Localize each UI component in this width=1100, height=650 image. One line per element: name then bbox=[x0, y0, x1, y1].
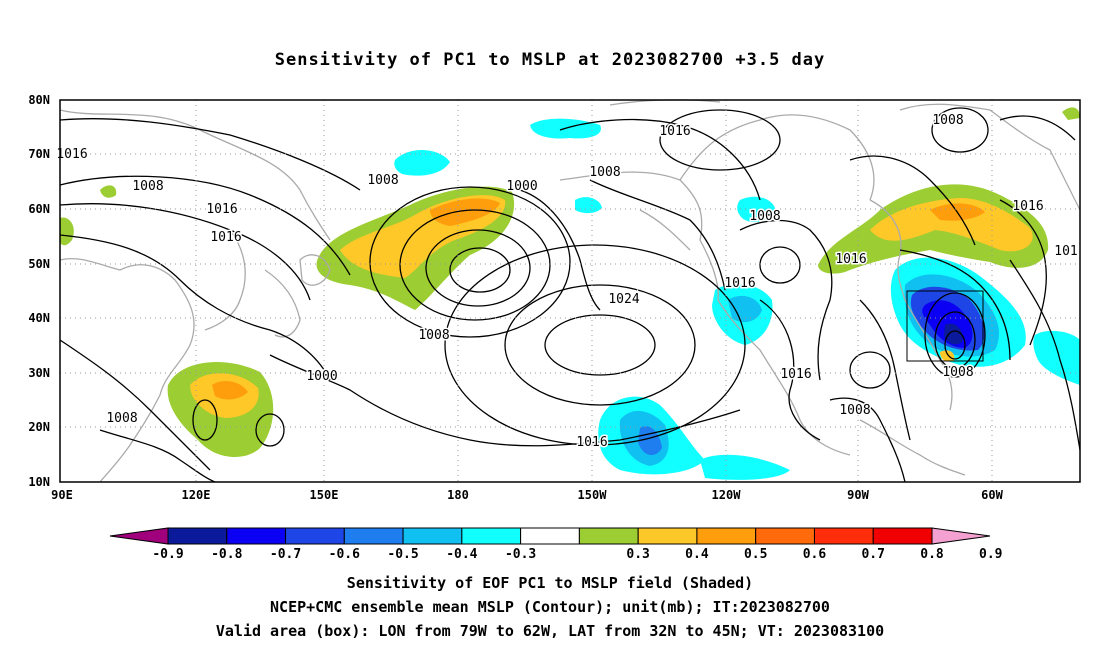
negative-region bbox=[700, 454, 790, 480]
lon-label: 150E bbox=[309, 488, 339, 502]
colorbar-tick-label: 0.8 bbox=[920, 547, 944, 562]
negative-region bbox=[638, 426, 662, 456]
colorbar-box bbox=[520, 527, 580, 545]
lat-label: 70N bbox=[28, 147, 50, 161]
lat-label: 50N bbox=[28, 257, 50, 271]
negative-region bbox=[1033, 330, 1080, 385]
colorbar-tick-label: 0.7 bbox=[861, 547, 884, 562]
colorbar-box bbox=[226, 527, 287, 545]
contour-label: 1008 bbox=[942, 365, 973, 380]
chart-title: Sensitivity of PC1 to MSLP at 2023082700… bbox=[274, 50, 826, 70]
colorbar-tick-label: -0.4 bbox=[446, 547, 477, 562]
contour-label: 1016 bbox=[576, 435, 607, 450]
lat-label: 10N bbox=[28, 475, 50, 489]
contour-label: 1016 bbox=[210, 230, 241, 245]
lat-label: 30N bbox=[28, 366, 50, 380]
positive-region bbox=[430, 198, 500, 226]
contour-label: 1008 bbox=[132, 179, 163, 194]
contour-label: 1016 bbox=[206, 202, 237, 217]
caption-line: Sensitivity of EOF PC1 to MSLP field (Sh… bbox=[346, 574, 754, 592]
colorbar-box bbox=[872, 527, 933, 545]
colorbar-tick-label: 0.5 bbox=[744, 547, 767, 562]
colorbar-tick-label: -0.7 bbox=[270, 547, 301, 562]
lat-lon-grid bbox=[60, 100, 1080, 482]
contour-label: 1024 bbox=[608, 292, 639, 307]
positive-region bbox=[212, 380, 248, 400]
colorbar: -0.9 -0.8 -0.7 -0.6 -0.5 -0.4 -0.3 0.3 0.4 0.5 0.6… bbox=[109, 527, 1003, 562]
lat-label: 80N bbox=[28, 93, 50, 107]
colorbar-box bbox=[285, 527, 345, 545]
lon-label: 180 bbox=[447, 488, 469, 502]
contour-label: 1008 bbox=[106, 411, 137, 426]
positive-region bbox=[60, 217, 74, 246]
contour-label: 1016 bbox=[780, 367, 811, 382]
contour-label: 1008 bbox=[367, 173, 398, 188]
contour-label: 1008 bbox=[749, 209, 780, 224]
colorbar-box bbox=[343, 527, 404, 545]
lon-label: 120E bbox=[181, 488, 211, 502]
contour-label: 1000 bbox=[506, 179, 537, 194]
mslp-contours bbox=[59, 107, 1081, 483]
coastlines bbox=[59, 99, 1081, 483]
contour-label: 1016 bbox=[835, 252, 866, 267]
colorbar-triangle-high bbox=[931, 527, 991, 545]
lat-label: 20N bbox=[28, 420, 50, 434]
lat-label: 40N bbox=[28, 311, 50, 325]
colorbar-triangle-low bbox=[109, 527, 169, 545]
lon-label: 120W bbox=[711, 488, 741, 502]
colorbar-box bbox=[402, 527, 463, 545]
negative-region bbox=[944, 323, 963, 345]
positive-region bbox=[870, 198, 1033, 252]
contour-label: 1016 bbox=[659, 124, 690, 139]
colorbar-tick-label: 0.3 bbox=[626, 547, 649, 562]
colorbar-tick-label: 0.6 bbox=[803, 547, 827, 562]
lon-label: 90W bbox=[847, 488, 869, 502]
valid-area-box bbox=[906, 290, 984, 362]
positive-region bbox=[100, 185, 117, 198]
negative-region bbox=[575, 197, 602, 214]
contour-label: 1016 bbox=[56, 147, 87, 162]
colorbar-box bbox=[637, 527, 698, 545]
lon-label: 150W bbox=[577, 488, 607, 502]
colorbar-box bbox=[167, 527, 228, 545]
colorbar-tick-label: 0.9 bbox=[979, 547, 1002, 562]
colorbar-box bbox=[461, 527, 522, 545]
positive-region bbox=[940, 350, 955, 362]
colorbar-tick-label: -0.3 bbox=[505, 547, 536, 562]
contour-label: 1016 bbox=[1012, 199, 1043, 214]
negative-region bbox=[728, 295, 762, 323]
contour-label: 101 bbox=[1054, 244, 1077, 259]
map-frame bbox=[59, 99, 1081, 483]
contour-labels: 1016 1008 1008 1008 1016 1016 1000 1008 1024 1016… bbox=[55, 112, 1079, 452]
caption-line: NCEP+CMC ensemble mean MSLP (Contour); u… bbox=[270, 598, 830, 616]
colorbar-tick-label: -0.5 bbox=[387, 547, 418, 562]
colorbar-tick-label: 0.4 bbox=[685, 547, 709, 562]
contour-label: 1008 bbox=[418, 328, 449, 343]
negative-region bbox=[737, 196, 775, 223]
lat-label: 60N bbox=[28, 202, 50, 216]
lon-label: 60W bbox=[981, 488, 1003, 502]
contour-label: 1008 bbox=[932, 113, 963, 128]
colorbar-box bbox=[696, 527, 757, 545]
colorbar-box bbox=[813, 527, 874, 545]
sensitivity-shading bbox=[60, 107, 1080, 480]
colorbar-tick-label: -0.6 bbox=[329, 547, 360, 562]
positive-region bbox=[1062, 107, 1080, 120]
map-area: 1016 1008 1008 1008 1016 1016 1000 1008 1024 1016… bbox=[55, 99, 1081, 483]
colorbar-box bbox=[578, 527, 639, 545]
contour-label: 1008 bbox=[839, 403, 870, 418]
colorbar-box bbox=[755, 527, 815, 545]
caption-line: Valid area (box): LON from 79W to 62W, L… bbox=[215, 622, 885, 640]
contour-label: 1008 bbox=[589, 165, 620, 180]
lon-label: 90E bbox=[51, 488, 73, 502]
colorbar-tick-label: -0.8 bbox=[211, 547, 242, 562]
colorbar-tick-label: -0.9 bbox=[152, 547, 183, 562]
contour-label: 1000 bbox=[306, 369, 337, 384]
negative-region bbox=[394, 150, 450, 176]
contour-label: 1016 bbox=[724, 276, 755, 291]
